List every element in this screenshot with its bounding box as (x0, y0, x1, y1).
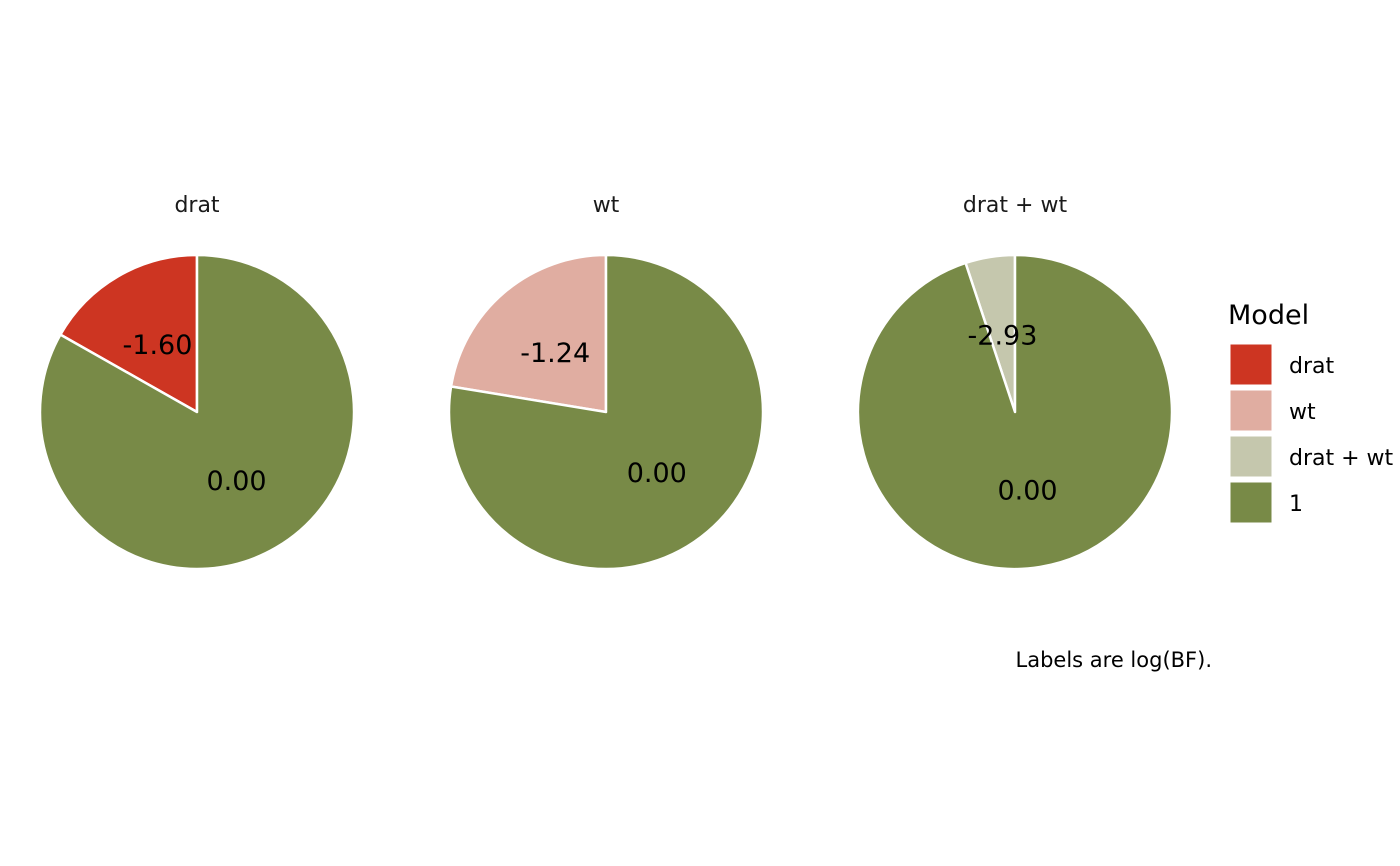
slice-label: 0.00 (206, 466, 266, 497)
caption: Labels are log(BF). (1016, 648, 1212, 672)
pie-facet-drat: drat -1.60 0.00 (38, 193, 356, 571)
slice-label: -1.24 (520, 338, 590, 369)
slice-label: -2.93 (968, 321, 1038, 352)
legend-label: 1 (1289, 492, 1303, 517)
slice-label: 0.00 (997, 475, 1057, 506)
facet-title: drat (174, 193, 219, 218)
pie-facet-wt: wt -1.24 0.00 (447, 193, 765, 571)
legend-swatch (1229, 343, 1273, 386)
legend-items: drat wt drat + wt 1 (1229, 343, 1394, 524)
legend: Model drat wt drat + wt 1 (1228, 300, 1394, 524)
pie-slice-1 (447, 253, 765, 571)
facet-title: drat + wt (963, 193, 1068, 218)
legend-label: drat (1289, 354, 1334, 379)
facet-title: wt (593, 193, 620, 218)
facets-group: drat -1.60 0.00 wt -1.24 0.00 drat + wt -2.93 0.… (38, 193, 1174, 571)
pie-facet-drat-wt: drat + wt -2.93 0.00 (856, 193, 1174, 571)
legend-swatch (1229, 481, 1273, 524)
legend-label: wt (1289, 400, 1316, 425)
legend-swatch (1229, 435, 1273, 478)
slice-label: -1.60 (123, 330, 193, 361)
legend-label: drat + wt (1289, 446, 1394, 471)
pie-slice-1 (856, 253, 1174, 571)
slice-label: 0.00 (627, 458, 687, 489)
pie-slice-1 (38, 253, 356, 571)
legend-swatch (1229, 389, 1273, 432)
pie-slice-drat (59, 253, 199, 414)
legend-title: Model (1228, 300, 1309, 331)
pie-slice-wt (449, 253, 608, 414)
